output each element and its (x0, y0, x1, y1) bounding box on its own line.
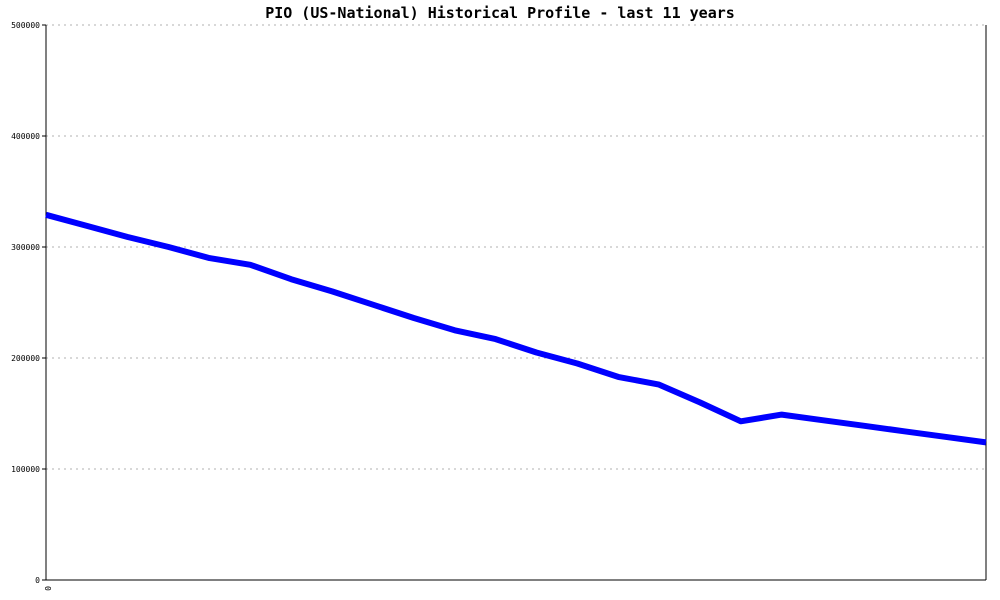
y-tick-labels: 0 100000 200000 300000 400000 500000 (11, 21, 40, 585)
series-line-0 (45, 211, 987, 446)
y-tick-label: 500000 (11, 21, 40, 30)
chart-title: PIO (US-National) Historical Profile - l… (265, 4, 735, 22)
y-tick-label: 100000 (11, 465, 40, 474)
x-tick-label: 0 (43, 586, 52, 591)
grid-lines (46, 24, 986, 470)
y-tick-label: 300000 (11, 243, 40, 252)
x-tick-labels: 0 (43, 586, 52, 591)
series-layer (45, 211, 987, 446)
y-tick-label: 200000 (11, 354, 40, 363)
y-tick-label: 400000 (11, 132, 40, 141)
y-tick-label: 0 (35, 576, 40, 585)
axes (42, 24, 987, 581)
